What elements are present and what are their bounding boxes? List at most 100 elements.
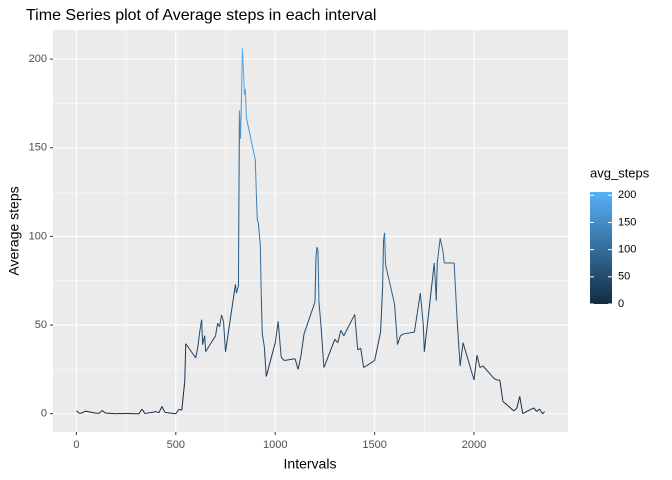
line-segment xyxy=(542,411,545,415)
line-segment xyxy=(354,314,359,350)
line-segment xyxy=(439,238,444,253)
line-segment xyxy=(316,246,319,251)
line-segment xyxy=(315,247,318,258)
line-segment xyxy=(476,355,481,368)
line-segment xyxy=(240,48,243,100)
line-segment xyxy=(363,360,375,369)
x-tick-label: 2000 xyxy=(462,439,486,451)
line-segment xyxy=(260,296,263,334)
line-segment xyxy=(181,381,186,411)
line-segment xyxy=(158,406,163,414)
line-segment xyxy=(413,312,418,333)
line-segment xyxy=(539,408,544,415)
x-axis-label: Intervals xyxy=(284,456,337,472)
line-segment xyxy=(259,245,262,297)
line-segment xyxy=(256,220,259,223)
line-segment xyxy=(265,342,276,377)
line-segment xyxy=(459,342,464,366)
legend-label: 150 xyxy=(618,216,636,228)
line-segment xyxy=(436,238,441,264)
line-segment xyxy=(161,406,166,413)
line-segment xyxy=(303,301,316,335)
line-segment xyxy=(235,285,239,294)
line-segment xyxy=(263,346,267,377)
line-segment xyxy=(241,48,244,68)
line-segment xyxy=(482,365,495,379)
line-segment xyxy=(416,293,421,313)
line-segment xyxy=(280,356,285,361)
colorbar xyxy=(590,192,612,304)
line-segment xyxy=(195,348,199,358)
line-segment xyxy=(141,408,146,414)
line-segment xyxy=(76,410,80,414)
y-tick-label: 150 xyxy=(29,142,47,154)
line-segment xyxy=(318,301,322,326)
line-segment xyxy=(499,379,504,402)
line-segment xyxy=(403,331,415,335)
plot-panel xyxy=(53,30,568,432)
line-segment xyxy=(255,193,258,221)
line-segment xyxy=(185,343,197,359)
line-segment xyxy=(323,339,336,368)
line-segment xyxy=(98,410,103,414)
line-segment xyxy=(242,67,245,95)
line-segment xyxy=(204,335,207,352)
line-segment xyxy=(138,408,143,415)
line-segment xyxy=(462,342,475,381)
line-segment xyxy=(522,407,534,415)
line-segment xyxy=(79,412,83,414)
line-segment xyxy=(360,348,365,368)
line-segment xyxy=(384,232,387,265)
legend-title: avg_steps xyxy=(590,165,650,180)
y-tick-label: 50 xyxy=(35,319,47,331)
line-segment xyxy=(105,412,117,415)
line-segment xyxy=(219,314,223,327)
line-segment xyxy=(513,408,518,412)
y-tick-label: 200 xyxy=(29,53,47,65)
line-segment xyxy=(144,411,157,415)
line-segment xyxy=(393,303,398,345)
line-segment xyxy=(340,330,345,336)
line-segment xyxy=(456,319,461,366)
line-segment xyxy=(234,284,237,294)
line-segment xyxy=(536,408,540,412)
line-segment xyxy=(201,319,204,345)
line-segment xyxy=(435,262,438,301)
legend-label: 0 xyxy=(618,298,624,310)
line-segment xyxy=(314,257,317,303)
line-segment xyxy=(225,284,236,352)
line-segment xyxy=(320,325,325,368)
line-segment xyxy=(205,335,216,352)
line-segment xyxy=(261,333,265,347)
line-segment xyxy=(223,321,227,352)
line-segment xyxy=(164,411,176,415)
line-segment xyxy=(155,411,160,414)
x-tick-label: 0 xyxy=(73,439,79,451)
line-segment xyxy=(178,408,182,411)
line-segment xyxy=(277,321,282,358)
line-segment xyxy=(533,407,538,412)
line-segment xyxy=(516,396,521,409)
line-segment xyxy=(453,262,458,320)
x-tick-label: 1000 xyxy=(263,439,287,451)
line-segment xyxy=(334,338,339,344)
line-segment xyxy=(502,400,515,412)
y-axis-label: Average steps xyxy=(6,186,22,275)
line-segment xyxy=(237,110,240,287)
line-segment xyxy=(300,333,305,356)
line-segment xyxy=(422,325,425,352)
line-segment xyxy=(284,358,296,362)
line-segment xyxy=(419,293,424,326)
line-segment xyxy=(244,89,247,118)
legend-label: 50 xyxy=(618,271,630,283)
line-segment xyxy=(297,355,302,370)
y-tick-label: 100 xyxy=(29,230,47,242)
line-segment xyxy=(380,287,384,333)
line-segment xyxy=(197,332,201,349)
line-segment xyxy=(239,99,242,139)
line-segment xyxy=(85,410,97,414)
line-segment xyxy=(245,117,256,161)
line-segment xyxy=(337,330,342,343)
line-segment xyxy=(101,410,106,414)
